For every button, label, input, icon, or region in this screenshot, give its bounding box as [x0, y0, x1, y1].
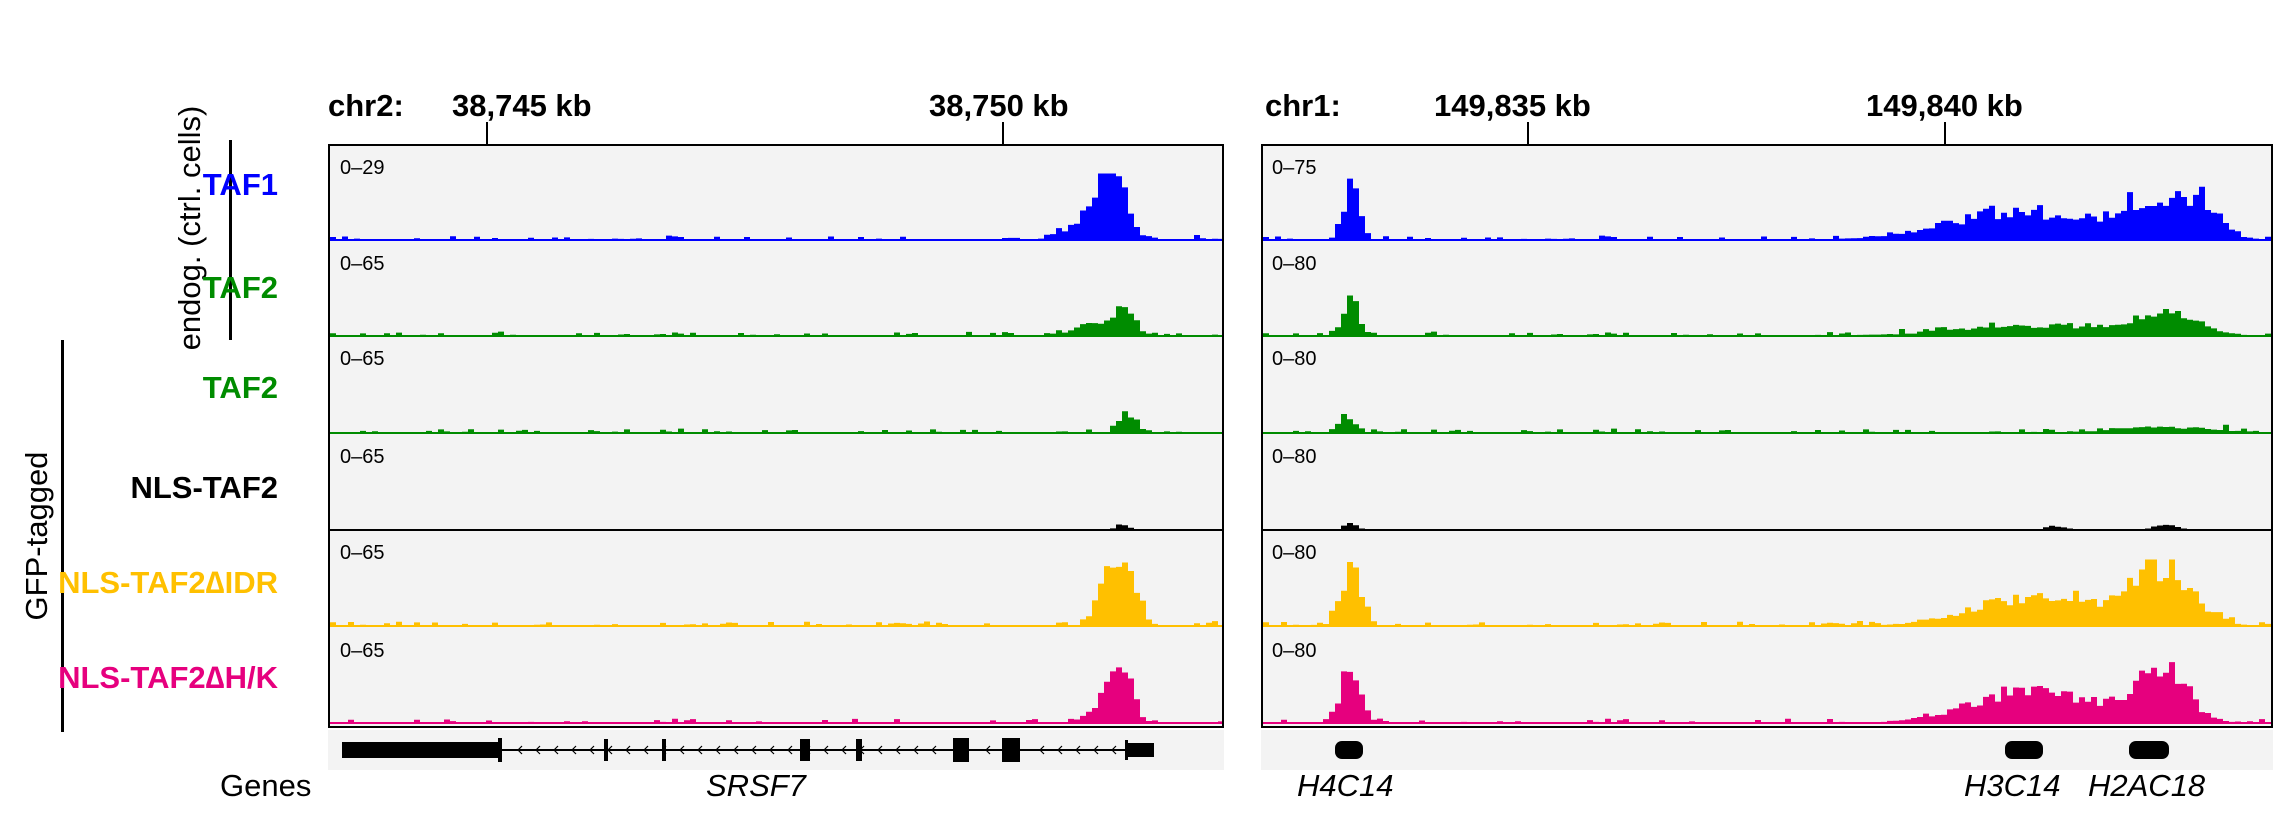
range-right-3: 0–80: [1272, 446, 1317, 468]
chrom-label-right: chr1:: [1265, 88, 1341, 123]
track-label-nls-taf2: NLS-TAF2: [130, 470, 278, 505]
range-right-4: 0–80: [1272, 542, 1317, 564]
left-track-3: [330, 524, 1222, 531]
signal-tracks-left: [330, 173, 1222, 724]
range-left-1: 0–65: [340, 253, 385, 275]
tick-mark-right-2: [1944, 122, 1946, 145]
range-left-5: 0–65: [340, 640, 385, 662]
range-right-1: 0–80: [1272, 253, 1317, 275]
gene-label-h2ac18: H2AC18: [2088, 768, 2206, 803]
range-left-3: 0–65: [340, 446, 385, 468]
gene-label-h4c14: H4C14: [1297, 768, 1394, 803]
tick-label-left-2: 38,750 kb: [929, 88, 1069, 123]
range-left-0: 0–29: [340, 157, 385, 179]
track-panel-left: [328, 144, 1224, 728]
right-track-3: [1263, 523, 2271, 531]
gene-track-left: [328, 730, 1224, 770]
tick-label-right-1: 149,835 kb: [1434, 88, 1591, 123]
signal-tracks-right: [1263, 178, 2271, 724]
range-left-2: 0–65: [340, 348, 385, 370]
track-label-nls-taf2-dhk: NLS-TAF2∆H/K: [58, 660, 278, 695]
tick-mark-left-1: [486, 122, 488, 145]
gene-label-srsf7: SRSF7: [706, 768, 806, 803]
track-label-taf1: TAF1: [202, 167, 278, 202]
right-track-2: [1263, 413, 2271, 434]
left-track-1: [330, 306, 1222, 337]
genes-row-label: Genes: [220, 768, 312, 803]
gene-models-histone: [1335, 741, 2169, 759]
group-label-endog: endog. (ctrl. cells): [172, 105, 207, 351]
track-label-taf2-gfp: TAF2: [202, 370, 278, 405]
track-label-taf2-endog: TAF2: [202, 270, 278, 305]
track-panel-right: [1261, 144, 2273, 728]
group-bracket-endog: [229, 140, 232, 340]
right-track-1: [1263, 295, 2271, 337]
gene-model-srsf7: [342, 738, 1154, 762]
left-track-2: [330, 411, 1222, 434]
tick-mark-left-2: [1002, 122, 1004, 145]
left-track-0: [330, 173, 1222, 241]
range-left-4: 0–65: [340, 542, 385, 564]
range-right-0: 0–75: [1272, 157, 1317, 179]
chrom-label-left: chr2:: [328, 88, 404, 123]
left-track-4: [330, 562, 1222, 627]
track-label-nls-taf2-didr: NLS-TAF2∆IDR: [58, 565, 278, 600]
range-right-5: 0–80: [1272, 640, 1317, 662]
tick-label-right-2: 149,840 kb: [1866, 88, 2023, 123]
group-label-gfp: GFP-tagged: [19, 451, 54, 621]
range-right-2: 0–80: [1272, 348, 1317, 370]
group-bracket-gfp: [61, 340, 64, 732]
right-track-0: [1263, 178, 2271, 241]
left-track-5: [330, 667, 1222, 724]
right-track-4: [1263, 559, 2271, 627]
tick-label-left-1: 38,745 kb: [452, 88, 592, 123]
gene-track-right: [1261, 730, 2273, 770]
tick-mark-right-1: [1527, 122, 1529, 145]
gene-label-h3c14: H3C14: [1964, 768, 2061, 803]
right-track-5: [1263, 662, 2271, 724]
